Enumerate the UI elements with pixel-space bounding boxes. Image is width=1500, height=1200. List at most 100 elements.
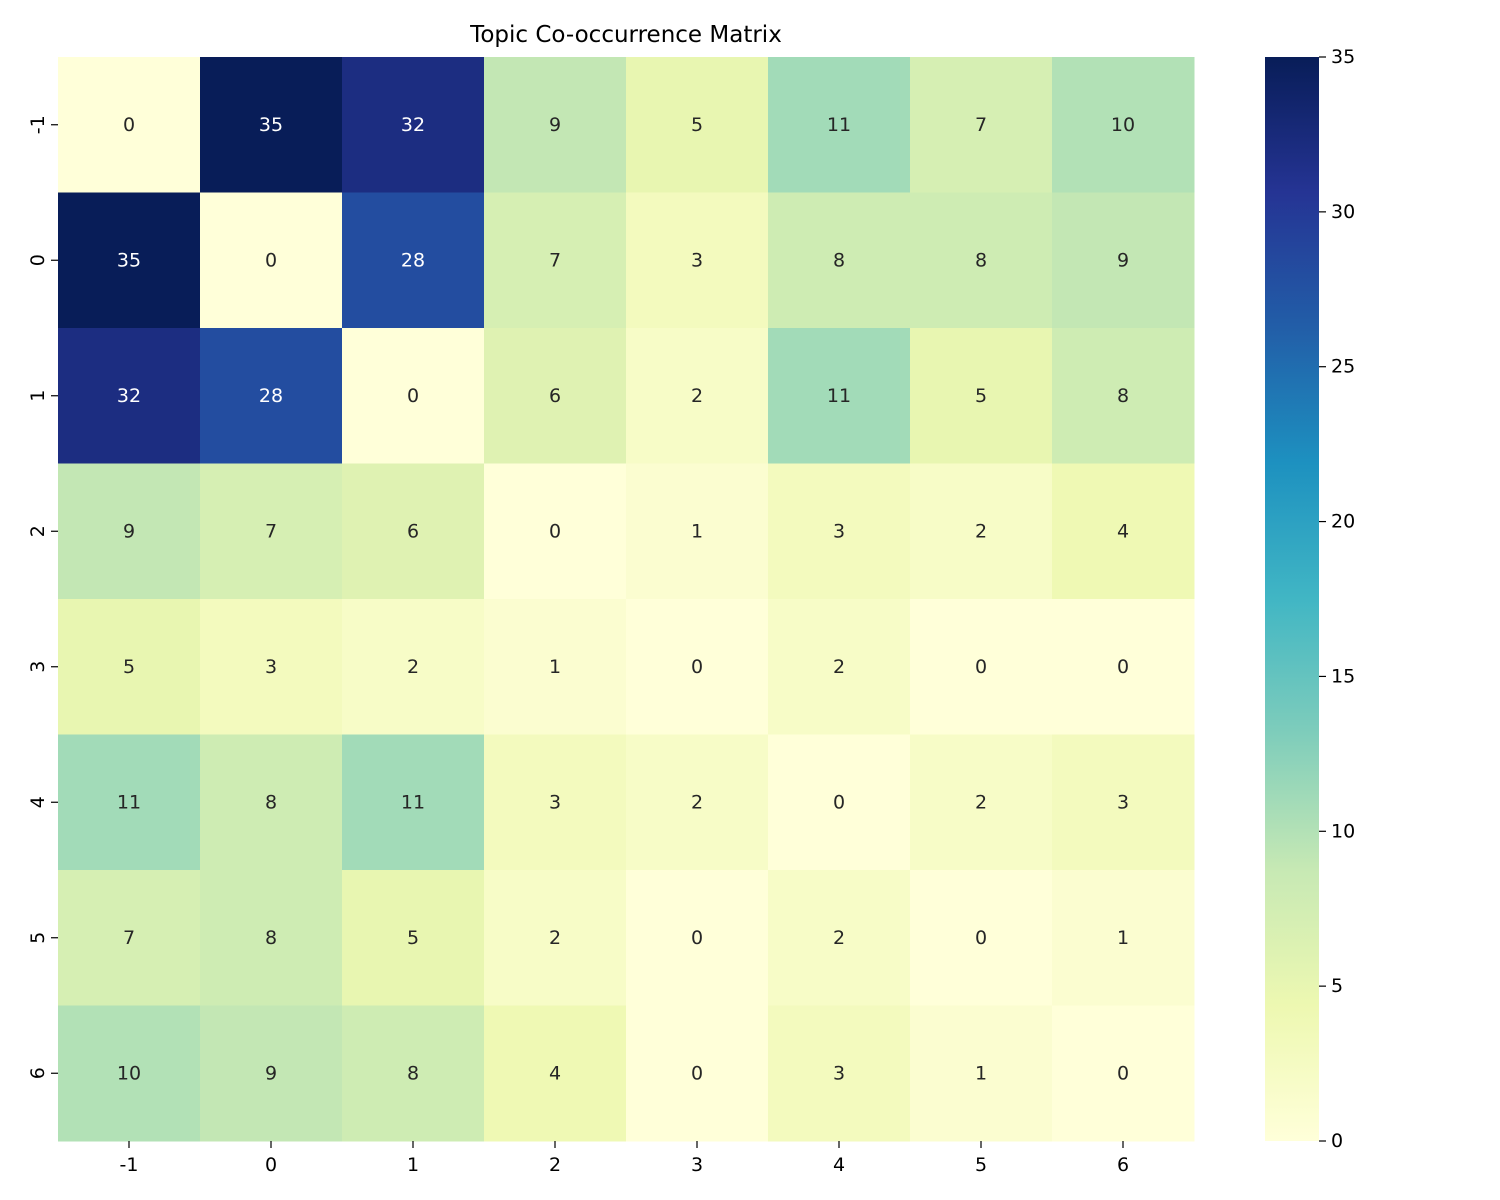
cell-value-label: 0 <box>1117 656 1129 678</box>
cell-value-label: 11 <box>827 114 851 136</box>
x-tick-label: 6 <box>1117 1154 1129 1176</box>
heatmap-cell <box>484 463 627 600</box>
y-axis: -1 0 1 2 3 4 5 6 <box>27 115 58 1079</box>
cell-value-label: 5 <box>123 656 135 678</box>
heatmap-cell <box>58 734 201 871</box>
heatmap-cell <box>342 599 485 735</box>
x-tick-label: 4 <box>833 1154 845 1176</box>
heatmap-cell <box>910 463 1053 600</box>
heatmap-cell <box>58 57 201 193</box>
heatmap-cell <box>1052 734 1195 871</box>
colorbar: 0 5 10 15 20 25 30 35 <box>1265 46 1355 1152</box>
heatmap-cell <box>342 192 485 329</box>
cell-value-label: 8 <box>407 1062 419 1084</box>
heatmap-cell <box>200 870 343 1006</box>
heatmap-cell <box>910 328 1053 464</box>
y-tick-label: 4 <box>27 796 49 808</box>
heatmap-cell <box>58 599 201 735</box>
heatmap-cell <box>626 463 769 600</box>
y-tick-label: 0 <box>27 254 49 266</box>
colorbar-tick-label: 5 <box>1331 975 1343 997</box>
cell-value-label: 35 <box>259 114 283 136</box>
x-tick-label: -1 <box>120 1154 139 1176</box>
heatmap-cell <box>910 599 1053 735</box>
x-tick-label: 2 <box>549 1154 561 1176</box>
cell-value-label: 8 <box>265 791 277 813</box>
y-tick-label: 1 <box>27 390 49 402</box>
heatmap-cell <box>342 57 485 193</box>
heatmap-cell <box>1052 599 1195 735</box>
heatmap-cell <box>626 734 769 871</box>
y-tick-label: 5 <box>27 932 49 944</box>
cell-value-label: 4 <box>549 1062 561 1084</box>
colorbar-tick-label: 25 <box>1331 356 1355 378</box>
cell-value-label: 28 <box>259 385 283 407</box>
heatmap-cell <box>1052 192 1195 329</box>
cell-value-label: 28 <box>401 249 425 271</box>
cell-value-label: 2 <box>833 927 845 949</box>
heatmap-cell <box>484 734 627 871</box>
cell-value-label: 7 <box>975 114 987 136</box>
heatmap-cell <box>1052 1005 1195 1142</box>
heatmap-cell <box>200 57 343 193</box>
cell-value-label: 5 <box>975 385 987 407</box>
heatmap-cell <box>342 734 485 871</box>
x-tick-label: 0 <box>265 1154 277 1176</box>
x-tick-label: 1 <box>407 1154 419 1176</box>
heatmap-cell <box>58 463 201 600</box>
cell-value-label: 10 <box>117 1062 141 1084</box>
cell-value-label: 0 <box>549 520 561 542</box>
heatmap-cell <box>1052 463 1195 600</box>
heatmap-cell <box>910 734 1053 871</box>
cell-value-label: 3 <box>833 1062 845 1084</box>
x-tick-label: 3 <box>691 1154 703 1176</box>
cell-value-label: 0 <box>975 927 987 949</box>
heatmap-cell <box>626 328 769 464</box>
heatmap-cell <box>484 1005 627 1142</box>
cell-value-label: 6 <box>549 385 561 407</box>
heatmap-cell <box>200 328 343 464</box>
cell-value-label: 8 <box>975 249 987 271</box>
cell-value-label: 3 <box>833 520 845 542</box>
heatmap-cell <box>768 463 911 600</box>
cell-value-label: 6 <box>407 520 419 542</box>
cell-value-label: 0 <box>691 1062 703 1084</box>
y-tick-label: 6 <box>27 1067 49 1079</box>
heatmap-cell <box>58 192 201 329</box>
cell-value-label: 8 <box>833 249 845 271</box>
y-tick-label: 3 <box>27 661 49 673</box>
cell-value-label: 8 <box>265 927 277 949</box>
cell-value-label: 4 <box>1117 520 1129 542</box>
cell-value-label: 3 <box>1117 791 1129 813</box>
cell-value-label: 32 <box>117 385 141 407</box>
cell-value-label: 9 <box>549 114 561 136</box>
heatmap-cell <box>58 328 201 464</box>
heatmap-cell <box>484 599 627 735</box>
heatmap-cell <box>58 870 201 1006</box>
y-tick-label: 2 <box>27 525 49 537</box>
cell-value-label: 7 <box>265 520 277 542</box>
cell-value-label: 2 <box>407 656 419 678</box>
heatmap-cell <box>342 328 485 464</box>
heatmap-cell <box>768 870 911 1006</box>
colorbar-tick-label: 15 <box>1331 665 1355 687</box>
heatmap-cell <box>484 870 627 1006</box>
heatmap-cell <box>768 328 911 464</box>
cell-value-label: 0 <box>691 927 703 949</box>
cell-value-label: 0 <box>975 656 987 678</box>
cell-value-label: 2 <box>691 791 703 813</box>
heatmap-cell <box>1052 57 1195 193</box>
heatmap-cell <box>342 870 485 1006</box>
cell-value-label: 2 <box>975 791 987 813</box>
cell-value-label: 8 <box>1117 385 1129 407</box>
cell-value-label: 9 <box>265 1062 277 1084</box>
y-tick-label: -1 <box>27 115 49 134</box>
cell-value-label: 11 <box>401 791 425 813</box>
heatmap-cell <box>626 599 769 735</box>
cell-value-label: 35 <box>117 249 141 271</box>
colorbar-gradient <box>1265 57 1319 1141</box>
cell-value-label: 0 <box>407 385 419 407</box>
heatmap-cell <box>200 734 343 871</box>
cell-value-label: 2 <box>833 656 845 678</box>
